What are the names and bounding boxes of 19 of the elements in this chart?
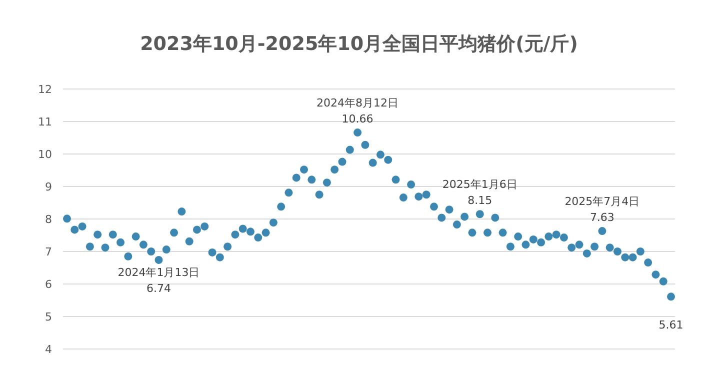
annotation: 2024年1月13日 [118, 266, 200, 279]
annotation: 2024年8月12日 [316, 96, 399, 110]
y-tick-label: 7 [45, 246, 52, 258]
y-tick-label: 8 [45, 213, 52, 226]
data-label: 8.15 [468, 194, 492, 208]
y-tick-label: 9 [45, 180, 52, 194]
y-tick-label: 10 [38, 148, 52, 161]
y-tick-label: 5 [45, 310, 52, 324]
y-tick-label: 6 [45, 278, 52, 291]
annotation: 2025年7月4日 [564, 195, 640, 208]
chart-title: 2023年10月-2025年10月全国日平均猪价(元/斤) [140, 33, 578, 55]
y-tick-label: 4 [45, 343, 52, 356]
data-label: 6.74 [146, 282, 171, 295]
data-label: 7.63 [590, 211, 614, 224]
data-label: 10.66 [342, 112, 374, 126]
annotation: 2025年1月6日 [442, 178, 518, 192]
y-tick-label: 11 [38, 116, 52, 128]
data-label: 5.61 [658, 318, 684, 332]
y-tick-label: 12 [38, 83, 52, 96]
